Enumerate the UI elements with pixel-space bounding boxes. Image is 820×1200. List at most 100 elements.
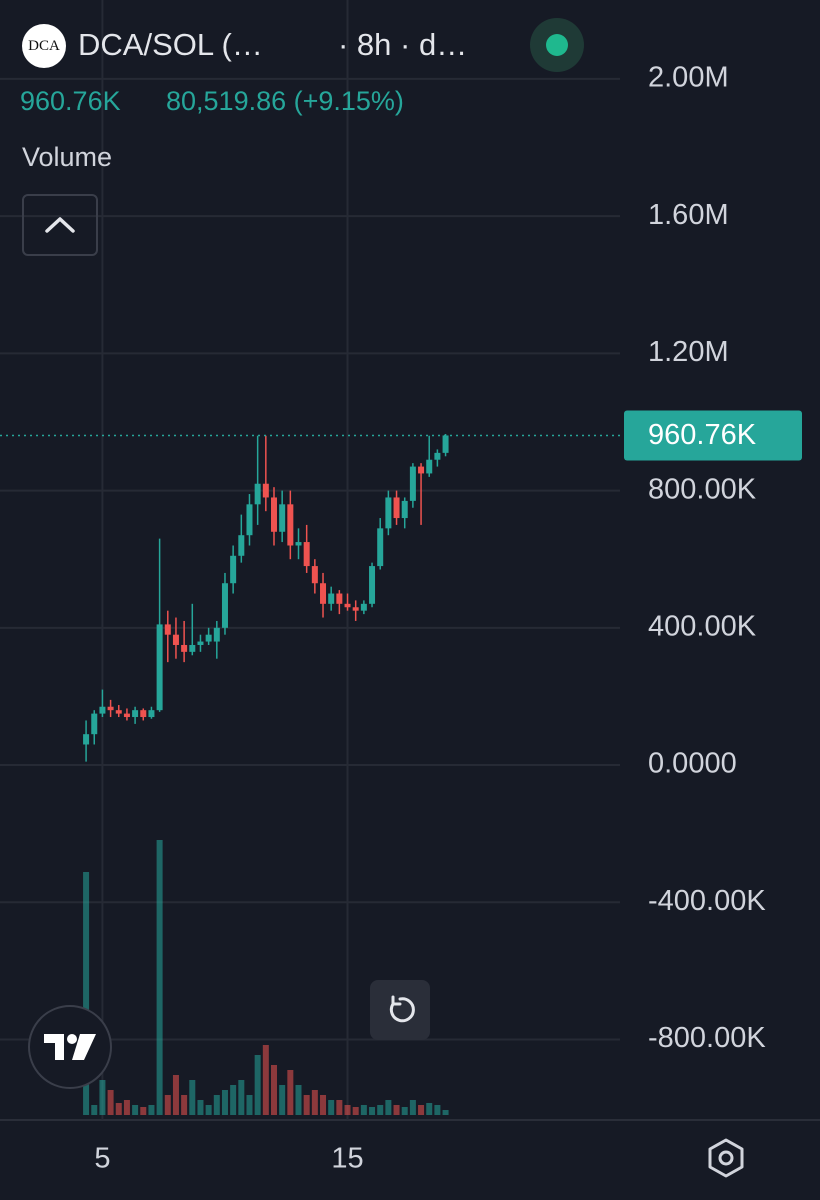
price-change: 80,519.86 (+9.15%) [166, 86, 404, 116]
y-tick-label: 800.00K [648, 473, 757, 505]
candle-body [295, 542, 302, 546]
candle-body [99, 706, 106, 714]
volume-bar [270, 1065, 277, 1115]
volume-bar [83, 872, 90, 1115]
volume-bar [197, 1100, 204, 1115]
y-tick-label: -800.00K [648, 1022, 766, 1054]
volume-bar [369, 1107, 376, 1115]
volume-bar [238, 1080, 245, 1115]
candle-body [107, 706, 114, 711]
y-tick-label: 400.00K [648, 610, 757, 642]
candle-body [230, 555, 237, 584]
volume-bar [213, 1095, 220, 1115]
volume-bar [279, 1085, 286, 1115]
y-tick-label: 1.20M [648, 336, 729, 368]
volume-bar [254, 1055, 261, 1115]
candle-body [123, 713, 130, 718]
volume-bar [385, 1100, 392, 1115]
volume-bar [99, 1080, 106, 1115]
candle-body [320, 583, 327, 604]
status-dot [546, 34, 568, 56]
candle-body [246, 504, 253, 536]
settings-icon [708, 1138, 744, 1178]
volume-bar [140, 1107, 147, 1115]
candle-body [369, 566, 376, 604]
volume-bar [287, 1070, 294, 1115]
y-tick-label: -400.00K [648, 885, 766, 917]
volume-bar [91, 1105, 98, 1115]
candle-body [115, 710, 122, 714]
candle-body [287, 504, 294, 546]
candle-body [132, 710, 139, 718]
interval[interactable]: · 8h · d… [338, 27, 468, 62]
settings-button[interactable] [702, 1134, 750, 1182]
volume-bar [246, 1095, 253, 1115]
volume-bar [230, 1085, 237, 1115]
candle-body [418, 466, 425, 474]
volume-bar [434, 1105, 441, 1115]
candle-body [262, 483, 269, 498]
volume-bar [115, 1103, 122, 1115]
tradingview-logo[interactable] [28, 1005, 112, 1089]
candle-body [91, 713, 98, 735]
indicator-label: Volume [22, 142, 113, 172]
volume-bar [418, 1105, 425, 1115]
candle-body [189, 644, 196, 652]
volume-bar [336, 1100, 343, 1115]
tv-icon [44, 1034, 96, 1060]
candle-body [197, 641, 204, 645]
candle-body [426, 459, 433, 474]
volume-bar [148, 1105, 155, 1115]
candle-body [442, 435, 449, 453]
volume-bar [221, 1090, 228, 1115]
candle-body [303, 542, 310, 567]
reset-button[interactable] [370, 980, 430, 1040]
candle-body [377, 528, 384, 567]
volume-bar [262, 1045, 269, 1115]
candle-body [279, 504, 286, 532]
candle-body [360, 603, 367, 611]
candle-body [254, 483, 261, 505]
current-price: 960.76K [20, 86, 121, 116]
chevron-icon [45, 217, 75, 233]
candle-body [328, 593, 335, 604]
volume-bar [156, 840, 163, 1115]
candle-body [344, 603, 351, 608]
candle-body [434, 452, 441, 460]
volume-bar [377, 1105, 384, 1115]
collapse-button[interactable] [22, 194, 98, 256]
volume-bar [107, 1090, 114, 1115]
candle-body [270, 497, 277, 532]
y-tick-label: 1.60M [648, 199, 729, 231]
volume-bar [172, 1075, 179, 1115]
candle-body [172, 634, 179, 645]
volume-bar [344, 1105, 351, 1115]
candle-body [83, 734, 90, 745]
volume-bar [360, 1105, 367, 1115]
volume-bar [328, 1100, 335, 1115]
candle-body [148, 710, 155, 718]
volume-bar [205, 1105, 212, 1115]
volume-bar [393, 1105, 400, 1115]
y-tick-label: 0.0000 [648, 748, 737, 780]
volume-bar [164, 1095, 171, 1115]
volume-bar [311, 1090, 318, 1115]
candle-body [140, 710, 147, 718]
candle-body [393, 497, 400, 519]
candle-body [409, 466, 416, 501]
candle-body [401, 500, 408, 519]
symbol-logo: DCA [22, 24, 66, 68]
candle-body [156, 624, 163, 711]
volume-bar [320, 1095, 327, 1115]
candle-body [336, 593, 343, 604]
candle-body [221, 583, 228, 628]
x-tick-label: 5 [94, 1143, 110, 1175]
x-tick-label: 15 [331, 1143, 363, 1175]
symbol-name[interactable]: DCA/SOL (… [78, 27, 263, 62]
last-price-label: 960.76K [648, 419, 757, 451]
volume-bar [303, 1095, 310, 1115]
volume-bar [123, 1100, 130, 1115]
status-indicator [530, 18, 584, 72]
candle-body [164, 624, 171, 635]
volume-bar [352, 1107, 359, 1115]
